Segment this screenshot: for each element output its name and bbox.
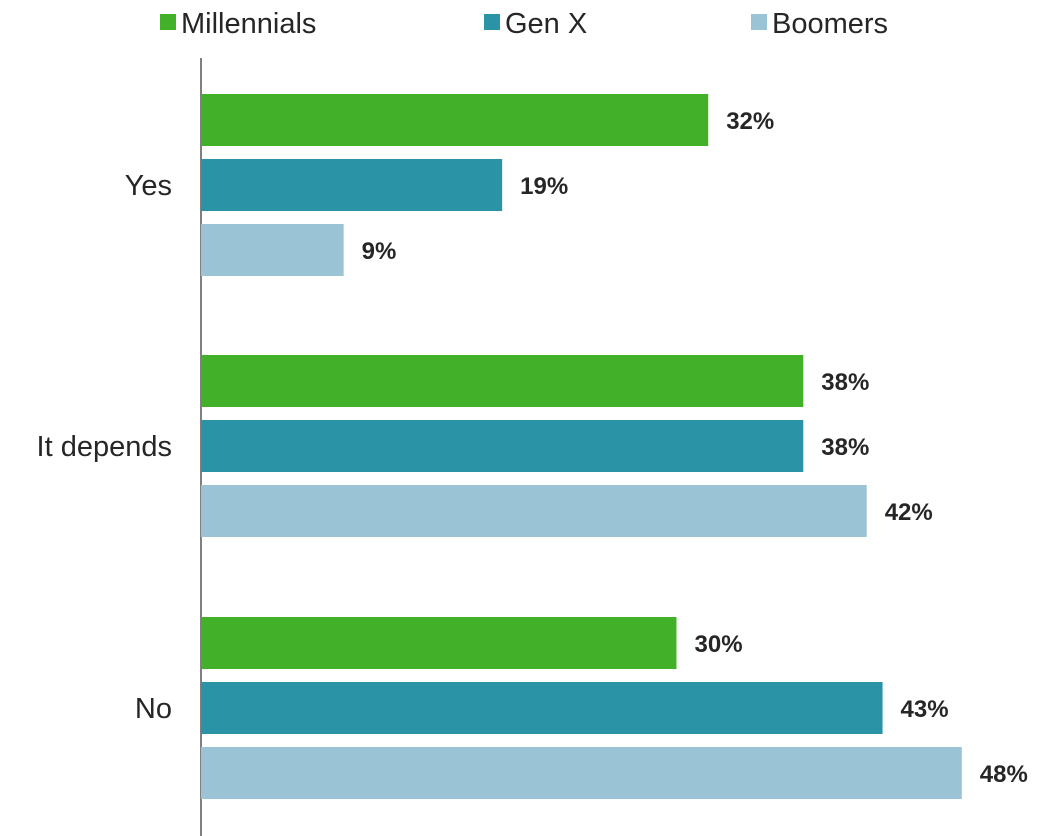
bar-no-gen-x — [201, 682, 883, 734]
legend: Millennials Gen X Boomers — [160, 8, 888, 40]
legend-label-gen-x: Gen X — [505, 8, 587, 40]
bar-it-depends-gen-x — [201, 420, 804, 472]
legend-label-millennials: Millennials — [181, 8, 316, 40]
value-label-no-millennials: 30% — [695, 631, 743, 658]
legend-swatch-millennials — [160, 14, 176, 30]
bar-no-millennials — [201, 617, 677, 669]
category-label-yes: Yes — [125, 170, 172, 202]
value-label-it-depends-gen-x: 38% — [821, 434, 869, 461]
value-labels: 32% 19% 9% 38% 38% 42% 30% 43% 48% — [362, 108, 1028, 788]
bar-yes-gen-x — [201, 159, 503, 211]
category-label-it-depends: It depends — [37, 431, 172, 463]
value-label-yes-millennials: 32% — [726, 108, 774, 135]
bars — [201, 94, 962, 799]
bar-it-depends-boomers — [201, 485, 867, 537]
value-label-yes-gen-x: 19% — [520, 173, 568, 200]
value-label-it-depends-boomers: 42% — [885, 499, 933, 526]
legend-swatch-boomers — [751, 14, 767, 30]
legend-label-boomers: Boomers — [772, 8, 888, 40]
bar-it-depends-millennials — [201, 355, 804, 407]
bar-yes-millennials — [201, 94, 709, 146]
value-label-no-gen-x: 43% — [901, 696, 949, 723]
category-labels: Yes It depends No — [37, 170, 172, 725]
bar-yes-boomers — [201, 224, 344, 276]
bar-no-boomers — [201, 747, 962, 799]
value-label-yes-boomers: 9% — [362, 238, 397, 265]
legend-swatch-gen-x — [484, 14, 500, 30]
value-label-it-depends-millennials: 38% — [821, 369, 869, 396]
category-label-no: No — [135, 693, 172, 725]
value-label-no-boomers: 48% — [980, 761, 1028, 788]
